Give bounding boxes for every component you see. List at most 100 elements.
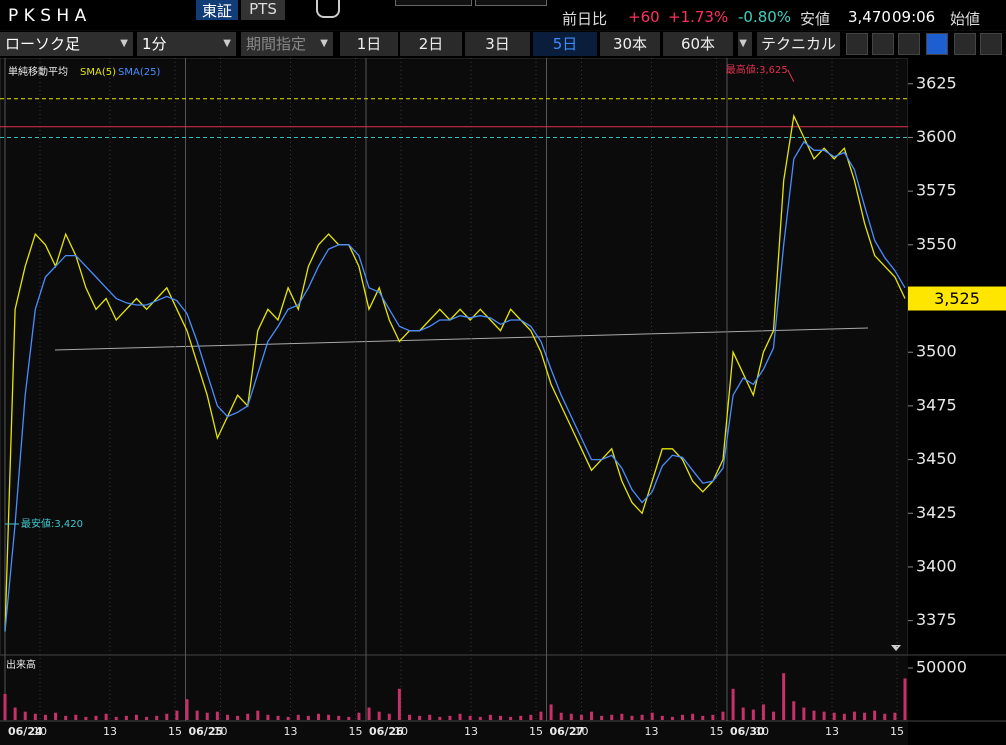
period-select[interactable]: 期間指定 bbox=[241, 32, 333, 56]
x-tick-label: 13 bbox=[103, 725, 117, 738]
range-button[interactable]: 60本 bbox=[663, 32, 733, 56]
technical-button[interactable]: テクニカル bbox=[757, 32, 840, 56]
range-button[interactable]: 1日 bbox=[340, 32, 398, 56]
indicator-title: 単純移動平均 bbox=[8, 65, 68, 78]
x-tick-label: 13 bbox=[464, 725, 478, 738]
last-price-box bbox=[908, 286, 1006, 311]
folder-icon[interactable] bbox=[980, 33, 1002, 55]
volume-bar bbox=[478, 716, 482, 720]
volume-bar bbox=[155, 715, 159, 720]
interval-select[interactable]: 1分 bbox=[137, 32, 236, 56]
alert-icon[interactable] bbox=[316, 0, 340, 18]
volume-bar bbox=[205, 712, 209, 720]
sma-line bbox=[4, 140, 906, 632]
x-tick-label: 15 bbox=[710, 725, 724, 738]
volume-bar bbox=[104, 713, 108, 720]
volume-bar bbox=[458, 713, 462, 720]
x-tick-label: 15 bbox=[168, 725, 182, 738]
volume-bar bbox=[579, 714, 583, 720]
time: 09:06 bbox=[892, 8, 936, 26]
volume-bar bbox=[883, 713, 887, 720]
exchange-button[interactable]: 東証 bbox=[196, 0, 238, 20]
volume-bar bbox=[215, 711, 219, 720]
legend-entry: SMA(5) bbox=[80, 67, 116, 78]
volume-bar bbox=[134, 714, 138, 720]
legend-entry: SMA(25) bbox=[118, 67, 160, 78]
volume-bar bbox=[893, 712, 897, 720]
volume-bar bbox=[731, 688, 735, 720]
volume-bar bbox=[519, 715, 523, 720]
y-tick-label: 50000 bbox=[916, 657, 967, 676]
volume-bar bbox=[590, 711, 594, 720]
volume-bar bbox=[741, 707, 745, 720]
volume-bar bbox=[630, 715, 634, 720]
y-tick-label: 3550 bbox=[916, 234, 957, 253]
pct: -0.80% bbox=[738, 8, 792, 26]
volume-bar bbox=[569, 713, 573, 720]
scroll-arrow[interactable] bbox=[891, 645, 901, 651]
volume-bar bbox=[428, 714, 432, 720]
range-dropdown[interactable] bbox=[738, 32, 752, 56]
y-tick-label: 3600 bbox=[916, 127, 957, 146]
volume-bar bbox=[337, 715, 341, 720]
symbol: P K S H A bbox=[8, 6, 87, 26]
save-icon[interactable] bbox=[954, 33, 976, 55]
last-price-label: 3,525 bbox=[934, 289, 980, 308]
volume-bar bbox=[175, 710, 179, 720]
draw-icon[interactable] bbox=[846, 33, 868, 55]
volume-bar bbox=[266, 714, 270, 720]
input-box[interactable] bbox=[475, 0, 547, 6]
volume-bar bbox=[640, 714, 644, 720]
change-pct: +1.73% bbox=[668, 8, 729, 26]
volume-bar bbox=[782, 673, 786, 720]
range-button[interactable]: 5日 bbox=[533, 32, 597, 56]
volume-bar bbox=[286, 716, 290, 720]
volume-bar bbox=[165, 713, 169, 720]
volume-bar bbox=[236, 715, 240, 720]
volume-bar bbox=[54, 712, 58, 720]
x-tick-label: 13 bbox=[645, 725, 659, 738]
x-tick-label: 10 bbox=[575, 725, 589, 738]
volume-bar bbox=[761, 704, 765, 720]
label: 前日比 bbox=[562, 10, 608, 28]
sma-line bbox=[4, 113, 906, 632]
y-tick-label: 3375 bbox=[916, 610, 957, 629]
range-button[interactable]: 3日 bbox=[465, 32, 530, 56]
chart-type-select[interactable]: ローソク足 bbox=[0, 32, 133, 56]
y-tick-label: 3625 bbox=[916, 73, 957, 92]
compare-icon[interactable] bbox=[898, 33, 920, 55]
volume-bar bbox=[701, 715, 705, 720]
volume-bar bbox=[812, 710, 816, 720]
volume-bar bbox=[488, 714, 492, 720]
volume-bar bbox=[509, 716, 513, 720]
volume-bar bbox=[124, 715, 128, 720]
label: 安値 bbox=[800, 10, 831, 28]
range-button[interactable]: 30本 bbox=[600, 32, 660, 56]
y-tick-label: 3400 bbox=[916, 556, 957, 575]
volume-bar bbox=[832, 712, 836, 720]
volume-bar bbox=[377, 711, 381, 720]
volume-bar bbox=[559, 712, 563, 720]
chart-icon[interactable] bbox=[926, 33, 948, 55]
volume-bar bbox=[802, 707, 806, 720]
volume-bar bbox=[418, 715, 422, 720]
x-tick-label: 15 bbox=[890, 725, 904, 738]
exchange-button[interactable]: PTS bbox=[241, 0, 285, 20]
input-box[interactable] bbox=[395, 0, 472, 6]
axis-area bbox=[908, 58, 1006, 745]
volume-title: 出来高 bbox=[6, 658, 36, 671]
volume-bar bbox=[256, 710, 260, 720]
volume-bar bbox=[863, 712, 867, 720]
x-tick-label: 10 bbox=[394, 725, 408, 738]
range-button[interactable]: 2日 bbox=[400, 32, 462, 56]
x-tick-label: 06/26 bbox=[369, 725, 404, 738]
zoom-icon[interactable] bbox=[872, 33, 894, 55]
x-tick-label: 15 bbox=[349, 725, 363, 738]
volume-bar bbox=[650, 712, 654, 720]
volume-bar bbox=[13, 707, 17, 720]
volume-bar bbox=[246, 713, 250, 720]
volume-bar bbox=[721, 711, 725, 720]
